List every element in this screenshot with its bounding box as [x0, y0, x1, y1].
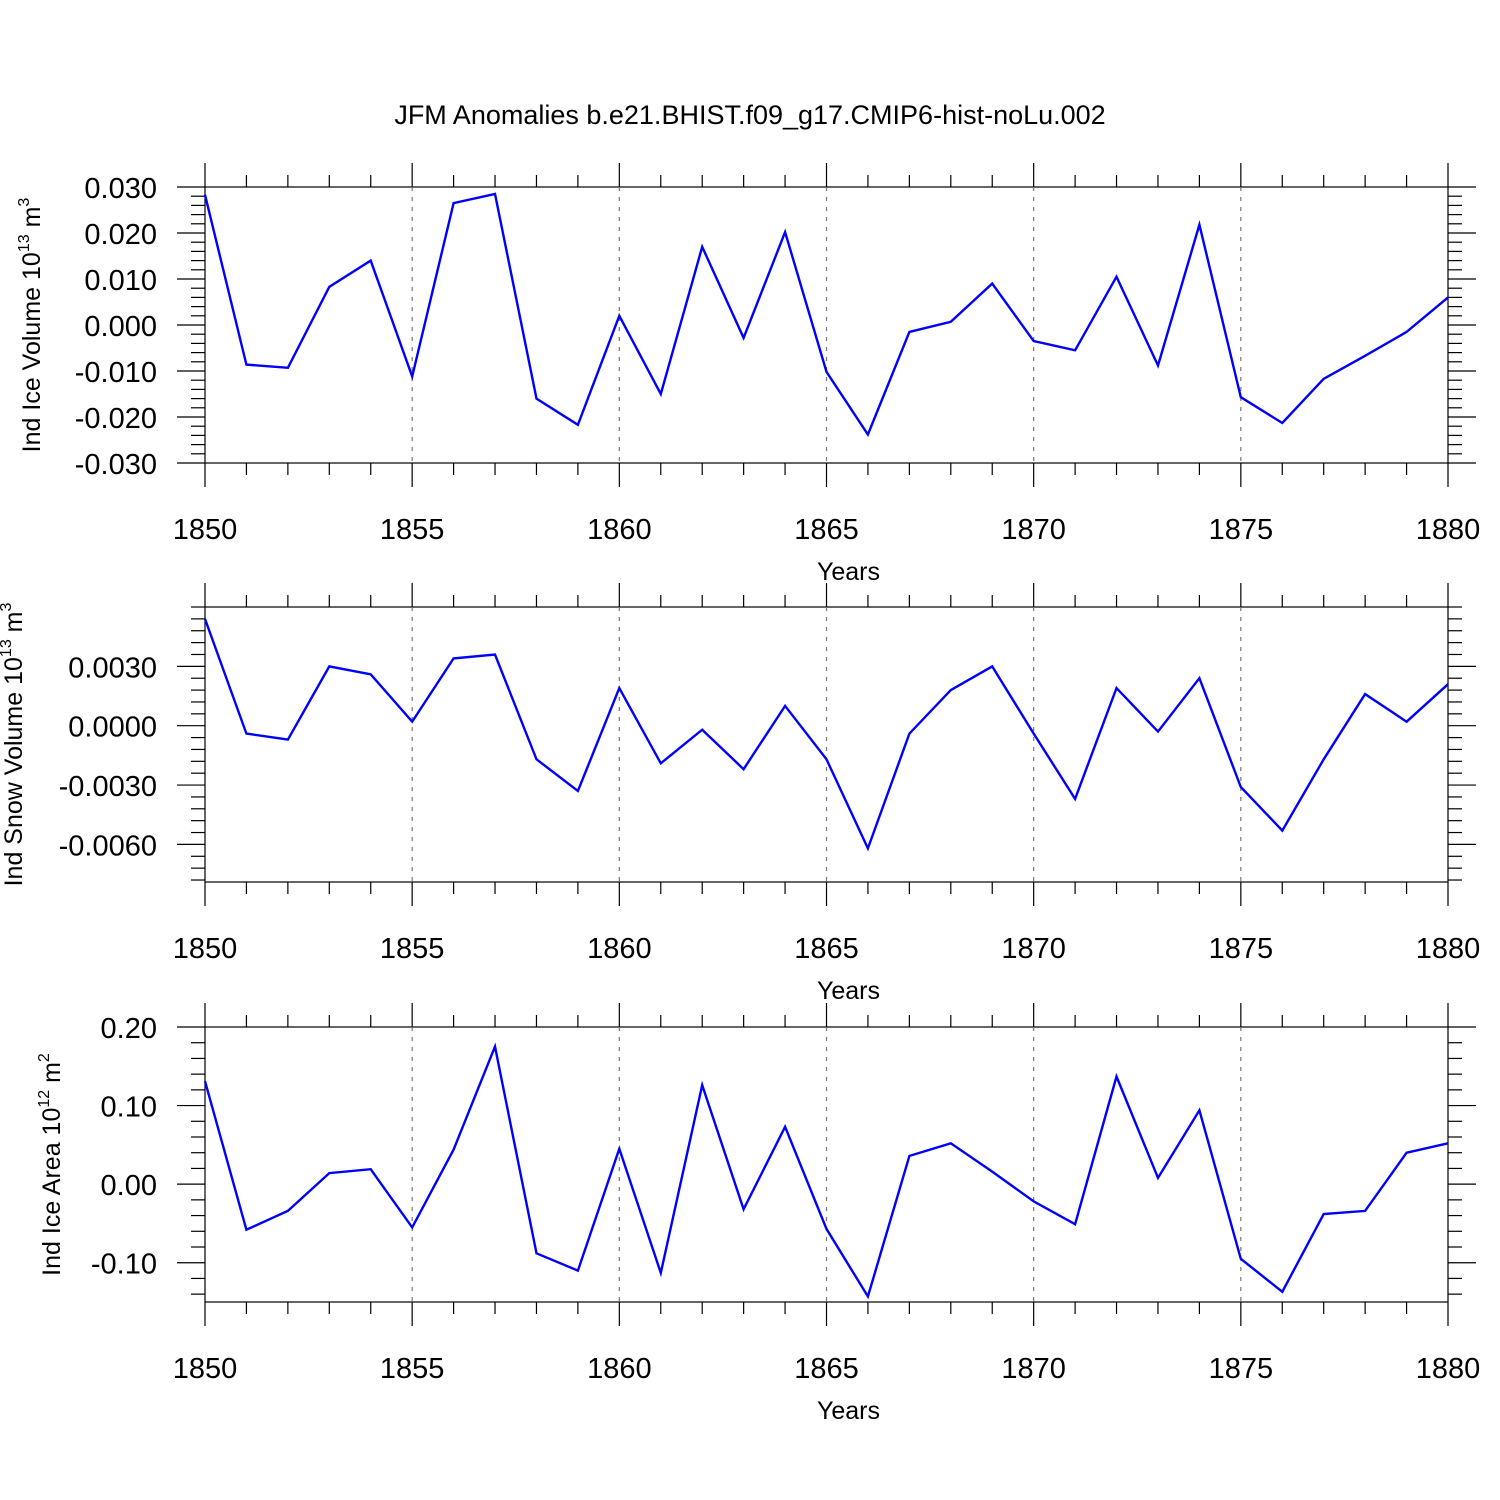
x-tick-label: 1855: [380, 933, 445, 965]
x-tick-label: 1865: [794, 514, 859, 546]
y-tick-label: 0.000: [84, 311, 157, 343]
y-tick-label: 0.010: [84, 265, 157, 297]
y-axis-label: Ind Ice Volume 1013 m3: [16, 198, 46, 453]
y-axis-label-unit-exponent: 2: [36, 1053, 53, 1062]
x-tick-label: 1880: [1416, 1353, 1481, 1385]
x-tick-label: 1880: [1416, 514, 1481, 546]
y-tick-label: -0.0060: [59, 830, 157, 862]
y-tick-label: 0.0000: [68, 712, 157, 744]
x-tick-label: 1875: [1209, 1353, 1274, 1385]
y-tick-label: -0.030: [75, 449, 157, 481]
y-tick-label: -0.020: [75, 403, 157, 435]
y-tick-label: 0.0030: [68, 652, 157, 684]
y-axis-label-unit: m: [18, 207, 46, 235]
x-tick-label: 1850: [173, 933, 238, 965]
series-line: [203, 618, 1449, 852]
y-tick-label: -0.10: [91, 1249, 157, 1281]
y-axis-label-unit-exponent: 3: [16, 198, 33, 207]
x-tick-label: 1855: [380, 514, 445, 546]
y-tick-label: 0.10: [101, 1092, 157, 1124]
y-axis-label: Ind Snow Volume 1013 m3: [0, 603, 28, 887]
y-tick-label: 0.020: [84, 219, 157, 251]
x-tick-label: 1875: [1209, 933, 1274, 965]
x-tick-label: 1860: [587, 933, 652, 965]
y-axis-label: Ind Ice Area 1012 m2: [36, 1053, 66, 1276]
y-axis-label-unit: m: [38, 1062, 66, 1090]
series-line: [203, 1042, 1449, 1300]
chart-title: JFM Anomalies b.e21.BHIST.f09_g17.CMIP6-…: [394, 100, 1105, 130]
y-tick-label: 0.20: [101, 1013, 157, 1045]
y-axis-label-exponent: 13: [0, 639, 15, 657]
x-tick-label: 1865: [794, 933, 859, 965]
series-line: [203, 192, 1449, 438]
y-axis-label-exponent: 12: [36, 1090, 53, 1108]
x-tick-label: 1870: [1001, 1353, 1066, 1385]
y-axis-label-prefix: Ind Ice Volume 10: [18, 252, 46, 452]
y-tick-label: 0.00: [101, 1170, 157, 1202]
x-tick-label: 1870: [1001, 933, 1066, 965]
x-tick-label: 1875: [1209, 514, 1274, 546]
x-tick-label: 1850: [173, 1353, 238, 1385]
y-tick-label: 0.030: [84, 173, 157, 205]
x-tick-label: 1880: [1416, 933, 1481, 965]
y-tick-label: -0.010: [75, 357, 157, 389]
x-axis-label: Years: [817, 1397, 880, 1425]
y-tick-label: -0.0030: [59, 771, 157, 803]
panel-3: 1850 1855 1860 1865 1870 1875 1880 -0.10 0.00 0.1…: [36, 1003, 1480, 1425]
panels: 1850 1855 1860 1865 1870 1875 1880 -0.030 -0.020…: [0, 163, 1480, 1425]
x-tick-label: 1870: [1001, 514, 1066, 546]
x-tick-label: 1860: [587, 514, 652, 546]
x-tick-label: 1855: [380, 1353, 445, 1385]
x-axis-label: Years: [817, 558, 880, 586]
y-axis-label-exponent: 13: [16, 234, 33, 252]
x-tick-label: 1860: [587, 1353, 652, 1385]
y-axis-label-prefix: Ind Ice Area 10: [38, 1108, 66, 1276]
panel-1: 1850 1855 1860 1865 1870 1875 1880 -0.030 -0.020…: [16, 163, 1480, 586]
panel-2: 1850 1855 1860 1865 1870 1875 1880 -0.0060 -0.00…: [0, 583, 1480, 1005]
y-axis-label-unit: m: [0, 612, 28, 640]
y-axis-label-unit-exponent: 3: [0, 603, 15, 612]
x-axis-label: Years: [817, 977, 880, 1005]
y-axis-label-prefix: Ind Snow Volume 10: [0, 657, 28, 886]
x-tick-label: 1850: [173, 514, 238, 546]
x-tick-label: 1865: [794, 1353, 859, 1385]
